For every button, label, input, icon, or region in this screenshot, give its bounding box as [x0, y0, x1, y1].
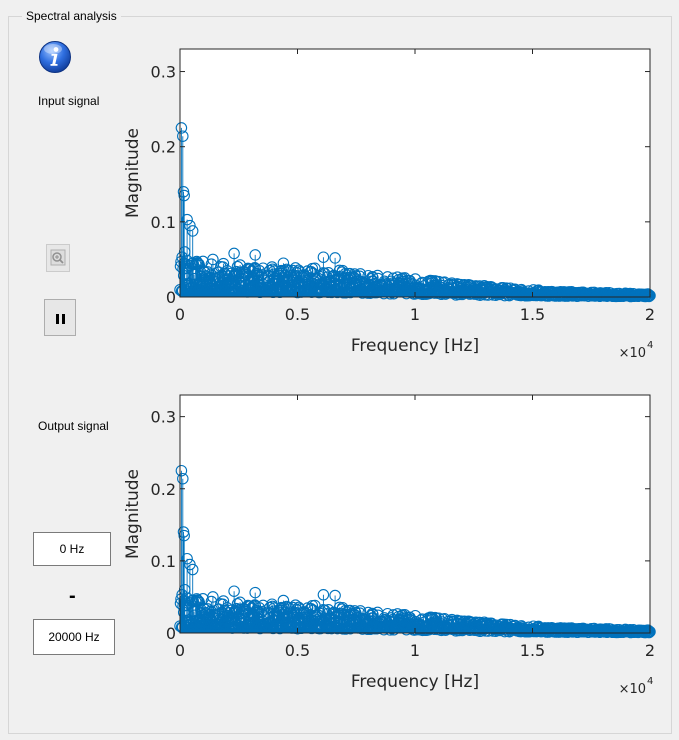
panel-title: Spectral analysis [22, 9, 121, 23]
input-x-exponent-power: 4 [647, 340, 653, 351]
output-data-point [178, 529, 190, 542]
output-data-point [317, 589, 330, 601]
output-y-axis-label: Magnitude [123, 469, 143, 559]
input-data-point [181, 213, 193, 226]
output-y-tick-label: 0.1 [151, 552, 176, 571]
input-y-tick-label: 0.2 [151, 138, 176, 157]
output-x-tick-label: 1.5 [520, 641, 545, 660]
input-data-point [289, 262, 302, 274]
info-icon[interactable] [38, 40, 72, 74]
input-y-axis-label: Magnitude [123, 128, 143, 218]
output-data-point [177, 526, 190, 538]
output-data-point [175, 464, 188, 477]
output-x-exponent-power: 4 [647, 676, 653, 687]
input-x-tick-label: 1.5 [520, 305, 545, 324]
output-x-exponent-label: ×10 [619, 682, 646, 697]
input-data-point [217, 261, 229, 273]
input-y-tick-label: 0.3 [151, 63, 176, 82]
output-x-tick-label: 2 [645, 641, 655, 660]
zoom-icon [50, 249, 66, 266]
input-data-point [177, 186, 190, 198]
input-data-point [317, 251, 330, 263]
input-y-tick-label: 0.1 [151, 213, 176, 232]
output-y-tick-label: 0.2 [151, 480, 176, 499]
input-data-point [207, 253, 219, 266]
input-data-point [329, 252, 341, 264]
output-x-axis-label: Frequency [Hz] [351, 672, 479, 692]
input-signal-label: Input signal [38, 94, 100, 108]
input-data-marks [174, 122, 656, 303]
input-y-tick-label: 0 [166, 288, 176, 307]
output-y-tick-label: 0.3 [151, 408, 176, 427]
input-x-tick-label: 2 [645, 305, 655, 324]
input-data-point [177, 130, 189, 142]
input-data-point [175, 122, 188, 134]
range-separator: - [69, 585, 76, 607]
output-data-point [228, 585, 240, 597]
input-x-exponent-label: ×10 [619, 346, 646, 361]
output-data-point [251, 607, 263, 619]
output-x-tick-label: 0 [175, 641, 185, 660]
input-data-point [223, 270, 236, 282]
input-data-point [186, 225, 199, 237]
output-data-point [329, 589, 341, 602]
max-frequency-input[interactable] [33, 619, 115, 655]
output-signal-label: Output signal [38, 419, 109, 433]
input-x-axis-label: Frequency [Hz] [351, 336, 479, 356]
input-data-point [249, 249, 261, 261]
output-data-marks [174, 464, 656, 639]
output-y-tick-label: 0 [166, 624, 176, 643]
output-data-point [249, 586, 261, 599]
input-data-point [379, 277, 391, 289]
output-plot-area [180, 395, 650, 633]
input-data-point [251, 270, 263, 283]
pause-button[interactable] [44, 299, 76, 336]
input-data-point [184, 219, 196, 232]
input-plot-area [180, 49, 650, 297]
input-x-tick-label: 0 [175, 305, 185, 324]
input-x-tick-label: 1 [410, 305, 420, 324]
input-data-point [228, 247, 240, 260]
output-data-point [177, 472, 189, 485]
input-data-point [178, 189, 190, 202]
min-frequency-input[interactable] [33, 532, 111, 566]
output-data-point [186, 563, 199, 576]
input-x-tick-label: 0.5 [285, 305, 310, 324]
output-data-point [289, 599, 302, 611]
output-data-point [372, 609, 384, 622]
output-x-tick-label: 0.5 [285, 641, 310, 660]
spectral-analysis-panel [8, 16, 672, 734]
output-x-tick-label: 1 [410, 641, 420, 660]
output-data-point [181, 552, 193, 565]
output-data-point [207, 591, 219, 603]
zoom-button[interactable] [46, 244, 70, 272]
